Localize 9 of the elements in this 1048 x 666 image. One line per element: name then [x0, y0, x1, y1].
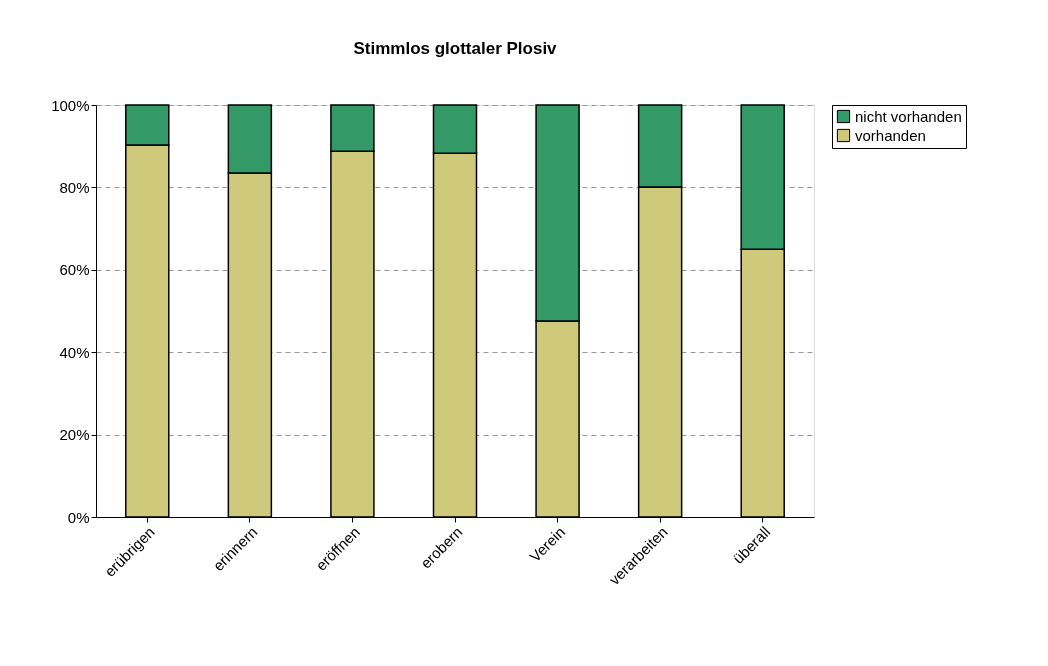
chart-title: Stimmlos glottaler Plosiv: [353, 39, 558, 58]
y-tick-label: 80%: [59, 178, 90, 196]
y-tick-label: 100%: [51, 96, 90, 114]
y-tick-label: 60%: [59, 261, 90, 279]
legend-label: nicht vorhanden: [855, 107, 962, 125]
y-tick-label: 0%: [67, 508, 90, 526]
y-tick-label: 20%: [59, 426, 90, 444]
y-tick-label: 40%: [59, 343, 90, 361]
legend-label: vorhanden: [855, 126, 926, 144]
